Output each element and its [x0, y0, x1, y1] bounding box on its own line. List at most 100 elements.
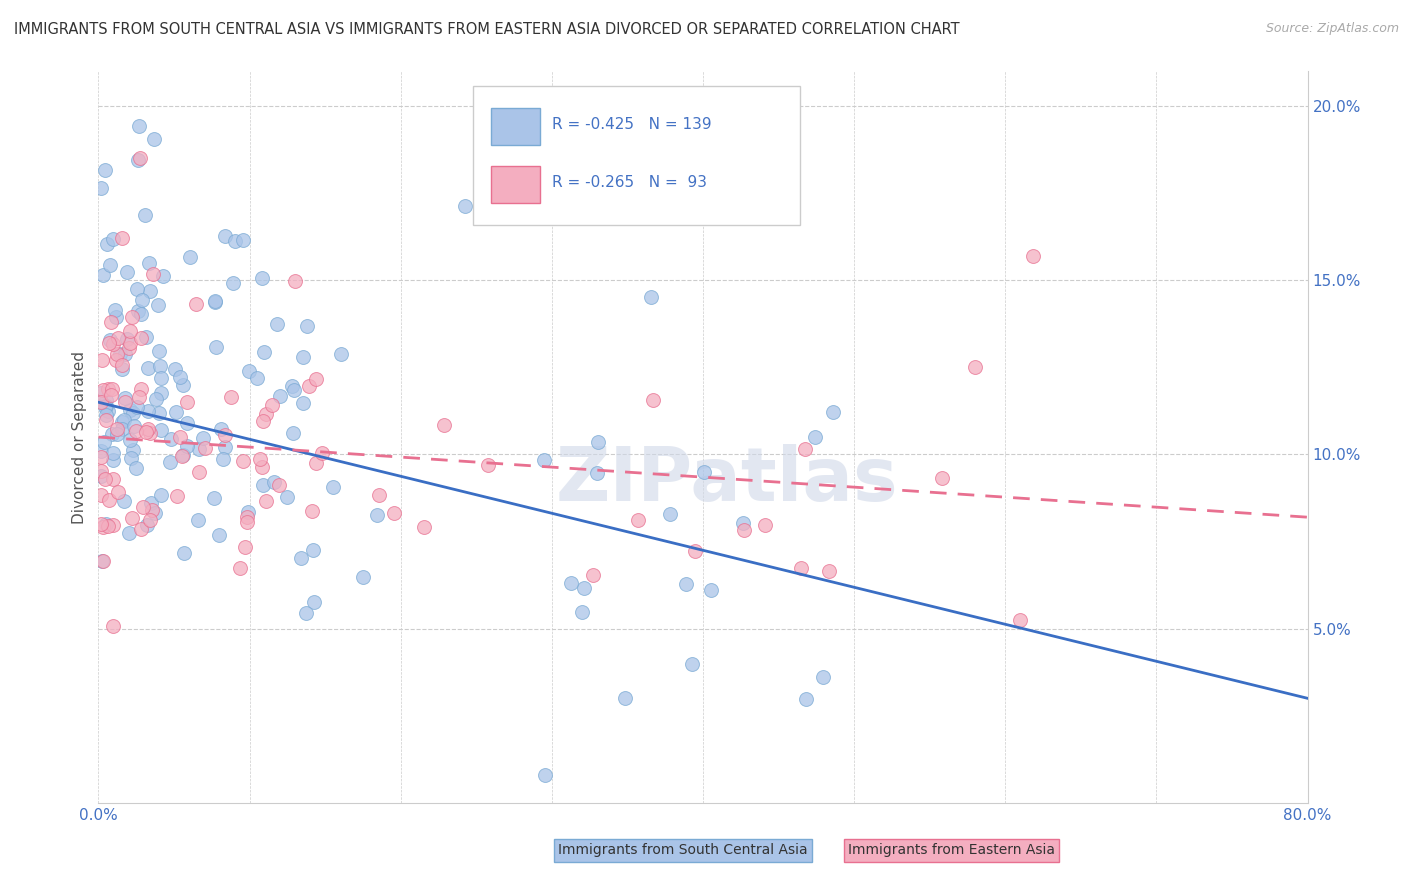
Point: [804, 430, 827, 444]
Point: [224, 234, 246, 248]
Text: R = -0.425   N = 139: R = -0.425 N = 139: [551, 117, 711, 131]
Y-axis label: Divorced or Separated: Divorced or Separated: [72, 351, 87, 524]
Point: [187, 513, 209, 527]
Point: [1021, 248, 1043, 262]
Point: [683, 544, 706, 558]
Point: [263, 475, 285, 489]
Point: [93, 162, 115, 177]
Point: [166, 489, 188, 503]
Point: [90, 444, 112, 458]
Point: [120, 335, 142, 350]
Point: [235, 510, 257, 524]
Point: [250, 270, 273, 285]
Point: [281, 426, 304, 441]
Point: [136, 422, 159, 436]
Point: [169, 430, 191, 444]
Point: [262, 398, 284, 412]
Point: [170, 449, 193, 463]
Point: [148, 344, 170, 359]
Point: [101, 452, 124, 467]
Point: [136, 403, 159, 417]
Point: [91, 268, 114, 282]
Point: [107, 331, 129, 345]
Point: [114, 391, 136, 405]
Point: [152, 268, 174, 283]
Point: [112, 494, 135, 508]
Point: [105, 346, 128, 360]
Point: [322, 480, 344, 494]
Point: [266, 317, 288, 331]
Point: [139, 426, 162, 441]
Point: [97, 519, 120, 533]
Point: [173, 546, 195, 560]
Point: [90, 517, 112, 532]
Point: [107, 484, 129, 499]
Text: Immigrants from Eastern Asia: Immigrants from Eastern Asia: [848, 843, 1054, 857]
Point: [252, 414, 274, 428]
Point: [477, 458, 499, 473]
Point: [139, 513, 162, 527]
Point: [90, 464, 112, 478]
Point: [127, 153, 149, 168]
Point: [283, 384, 305, 398]
Point: [1008, 613, 1031, 627]
Point: [302, 595, 325, 609]
Text: Immigrants from South Central Asia: Immigrants from South Central Asia: [558, 843, 807, 857]
Point: [169, 369, 191, 384]
Point: [571, 605, 593, 619]
Point: [534, 768, 557, 782]
Point: [254, 407, 277, 421]
Point: [560, 575, 582, 590]
Point: [128, 119, 150, 133]
Point: [412, 520, 434, 534]
Point: [329, 347, 352, 361]
Point: [640, 290, 662, 304]
Point: [176, 439, 198, 453]
Point: [111, 422, 134, 436]
Point: [101, 427, 124, 442]
Point: [675, 576, 697, 591]
Point: [111, 231, 134, 245]
Point: [284, 274, 307, 288]
Point: [135, 425, 157, 439]
Point: [131, 293, 153, 308]
Point: [253, 344, 276, 359]
Point: [91, 384, 114, 398]
Point: [90, 352, 112, 367]
Point: [148, 406, 170, 420]
Point: [931, 471, 953, 485]
Point: [111, 361, 134, 376]
Point: [150, 487, 173, 501]
Point: [121, 310, 143, 324]
Point: [291, 351, 314, 365]
Point: [121, 511, 143, 525]
Point: [100, 333, 122, 347]
Point: [128, 391, 150, 405]
Point: [681, 657, 703, 671]
Point: [127, 400, 149, 414]
Point: [125, 425, 148, 439]
Point: [142, 132, 165, 146]
Point: [91, 520, 114, 534]
Point: [236, 505, 259, 519]
Point: [100, 315, 122, 329]
Point: [254, 494, 277, 508]
Point: [238, 364, 260, 378]
Point: [94, 517, 117, 532]
Point: [118, 525, 141, 540]
Point: [229, 560, 252, 574]
Point: [91, 554, 114, 568]
Point: [90, 450, 112, 465]
Point: [187, 465, 209, 479]
Text: Source: ZipAtlas.com: Source: ZipAtlas.com: [1265, 22, 1399, 36]
Point: [246, 371, 269, 385]
Point: [366, 508, 388, 522]
Point: [533, 453, 555, 467]
Point: [614, 691, 637, 706]
Point: [191, 431, 214, 445]
Point: [97, 382, 120, 396]
Point: [96, 236, 118, 251]
Point: [150, 424, 173, 438]
Point: [101, 618, 124, 632]
Point: [150, 371, 173, 385]
